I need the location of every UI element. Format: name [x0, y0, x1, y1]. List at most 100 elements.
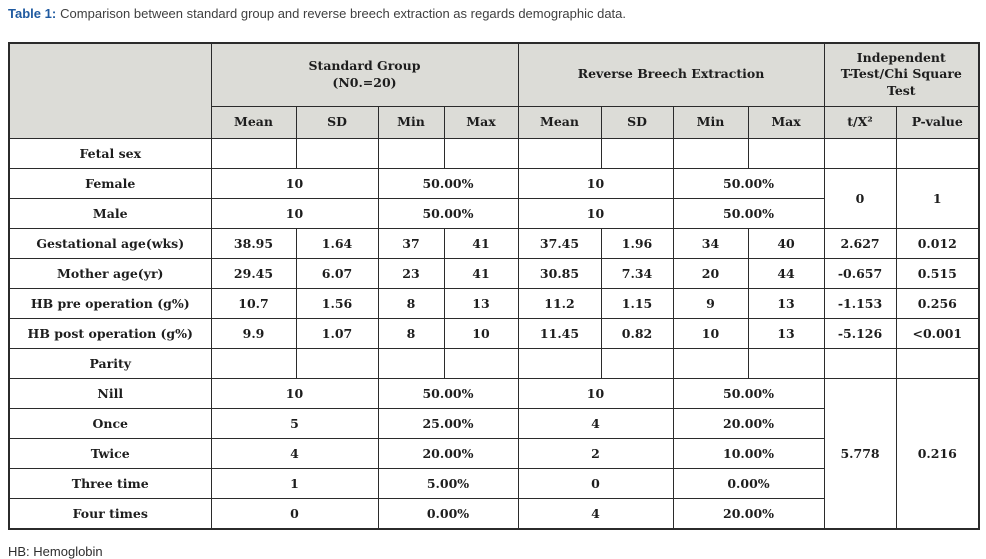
empty-cell	[823, 347, 897, 379]
footnote: HB: Hemoglobin	[8, 543, 103, 559]
count-cell: 0	[210, 497, 379, 530]
group-header-test: Independent T-Test/Chi Square Test	[823, 42, 980, 107]
count-cell: 10	[210, 167, 379, 199]
value-cell: 1.64	[295, 227, 379, 259]
stat-cell: 5.778	[823, 377, 897, 530]
value-cell: 8	[377, 287, 445, 319]
table-row: HB post operation (g%) 9.9 1.07 8 10 11.…	[8, 317, 980, 349]
percent-cell: 20.00%	[672, 497, 825, 530]
p-value-cell: 0.256	[895, 287, 980, 319]
column-header-max-rev: Max	[747, 105, 825, 139]
row-label-cell: Female	[8, 167, 212, 199]
percent-cell: 10.00%	[672, 437, 825, 469]
empty-cell	[295, 137, 379, 169]
percent-cell: 25.00%	[377, 407, 519, 439]
table-row: Once 5 25.00% 4 20.00%	[8, 407, 979, 439]
table-row: Female 10 50.00% 10 50.00% 0 1	[8, 167, 980, 229]
column-header-p-value: P-value	[895, 105, 980, 139]
column-header-mean-std: Mean	[210, 105, 297, 139]
empty-cell	[823, 137, 897, 169]
p-value-cell: 1	[895, 167, 980, 229]
table-row: Parity	[8, 347, 980, 379]
group-header-reverse: Reverse Breech Extraction	[517, 42, 825, 107]
empty-cell	[517, 137, 602, 169]
row-label-cell: Twice	[8, 437, 212, 469]
column-header-mean-rev: Mean	[517, 105, 602, 139]
percent-cell: 20.00%	[377, 437, 519, 469]
empty-cell	[672, 347, 749, 379]
table-row: Mother age(yr) 29.45 6.07 23 41 30.85 7.…	[8, 257, 980, 289]
empty-cell	[210, 137, 297, 169]
empty-cell	[443, 137, 519, 169]
value-cell: 1.56	[295, 287, 379, 319]
stat-cell: -5.126	[823, 317, 897, 349]
empty-cell	[895, 137, 980, 169]
count-cell: 4	[210, 437, 379, 469]
empty-cell	[517, 347, 602, 379]
table-row: Gestational age(wks) 38.95 1.64 37 41 37…	[8, 227, 980, 259]
row-label-cell: Nill	[8, 377, 212, 409]
count-cell: 10	[210, 197, 379, 229]
row-label-cell: Gestational age(wks)	[8, 227, 212, 259]
value-cell: 11.2	[517, 287, 602, 319]
empty-cell	[443, 347, 519, 379]
column-header-min-rev: Min	[672, 105, 749, 139]
row-label-cell: HB post operation (g%)	[8, 317, 212, 349]
group-header-standard: Standard Group (N0.=20)	[210, 42, 519, 107]
row-label-cell: HB pre operation (g%)	[8, 287, 212, 319]
count-cell: 5	[210, 407, 379, 439]
value-cell: 30.85	[517, 257, 602, 289]
value-cell: 6.07	[295, 257, 379, 289]
group-header-row: Standard Group (N0.=20) Reverse Breech E…	[8, 42, 980, 139]
row-label-cell: Male	[8, 197, 212, 229]
value-cell: 7.34	[600, 257, 674, 289]
value-cell: 13	[443, 287, 519, 319]
row-label-cell: Parity	[8, 347, 212, 379]
value-cell: 0.82	[600, 317, 674, 349]
value-cell: 41	[443, 257, 519, 289]
corner-cell	[8, 42, 212, 139]
p-value-cell: 0.012	[895, 227, 980, 259]
empty-cell	[895, 347, 980, 379]
value-cell: 40	[747, 227, 825, 259]
value-cell: 23	[377, 257, 445, 289]
column-header-max-std: Max	[443, 105, 519, 139]
value-cell: 1.07	[295, 317, 379, 349]
column-header-sd-rev: SD	[600, 105, 674, 139]
percent-cell: 20.00%	[672, 407, 825, 439]
empty-cell	[295, 347, 379, 379]
stat-cell: 0	[823, 167, 897, 229]
stat-cell: -0.657	[823, 257, 897, 289]
p-value-cell: <0.001	[895, 317, 980, 349]
value-cell: 41	[443, 227, 519, 259]
count-cell: 2	[517, 437, 674, 469]
percent-cell: 50.00%	[377, 377, 519, 409]
empty-cell	[600, 137, 674, 169]
stat-cell: -1.153	[823, 287, 897, 319]
sub-header-row: Mean SD Min Max Mean SD Min Max t/X² P-v…	[9, 105, 980, 139]
value-cell: 44	[747, 257, 825, 289]
stat-cell: 2.627	[823, 227, 897, 259]
value-cell: 8	[377, 317, 445, 349]
empty-cell	[600, 347, 674, 379]
value-cell: 10	[443, 317, 519, 349]
value-cell: 37	[377, 227, 445, 259]
empty-cell	[747, 137, 825, 169]
row-label-cell: Four times	[8, 497, 212, 530]
empty-cell	[747, 347, 825, 379]
percent-cell: 50.00%	[672, 377, 825, 409]
demographics-table: Standard Group (N0.=20) Reverse Breech E…	[8, 41, 981, 530]
percent-cell: 50.00%	[377, 167, 519, 199]
table-row: HB pre operation (g%) 10.7 1.56 8 13 11.…	[8, 287, 980, 319]
value-cell: 37.45	[517, 227, 602, 259]
value-cell: 1.15	[600, 287, 674, 319]
empty-cell	[377, 347, 445, 379]
count-cell: 0	[517, 467, 674, 499]
table-caption-text: Comparison between standard group and re…	[60, 6, 627, 21]
column-header-min-std: Min	[377, 105, 445, 139]
count-cell: 10	[210, 377, 379, 409]
percent-cell: 50.00%	[377, 197, 519, 229]
count-cell: 10	[517, 167, 674, 199]
column-header-t-x2: t/X²	[823, 105, 897, 139]
